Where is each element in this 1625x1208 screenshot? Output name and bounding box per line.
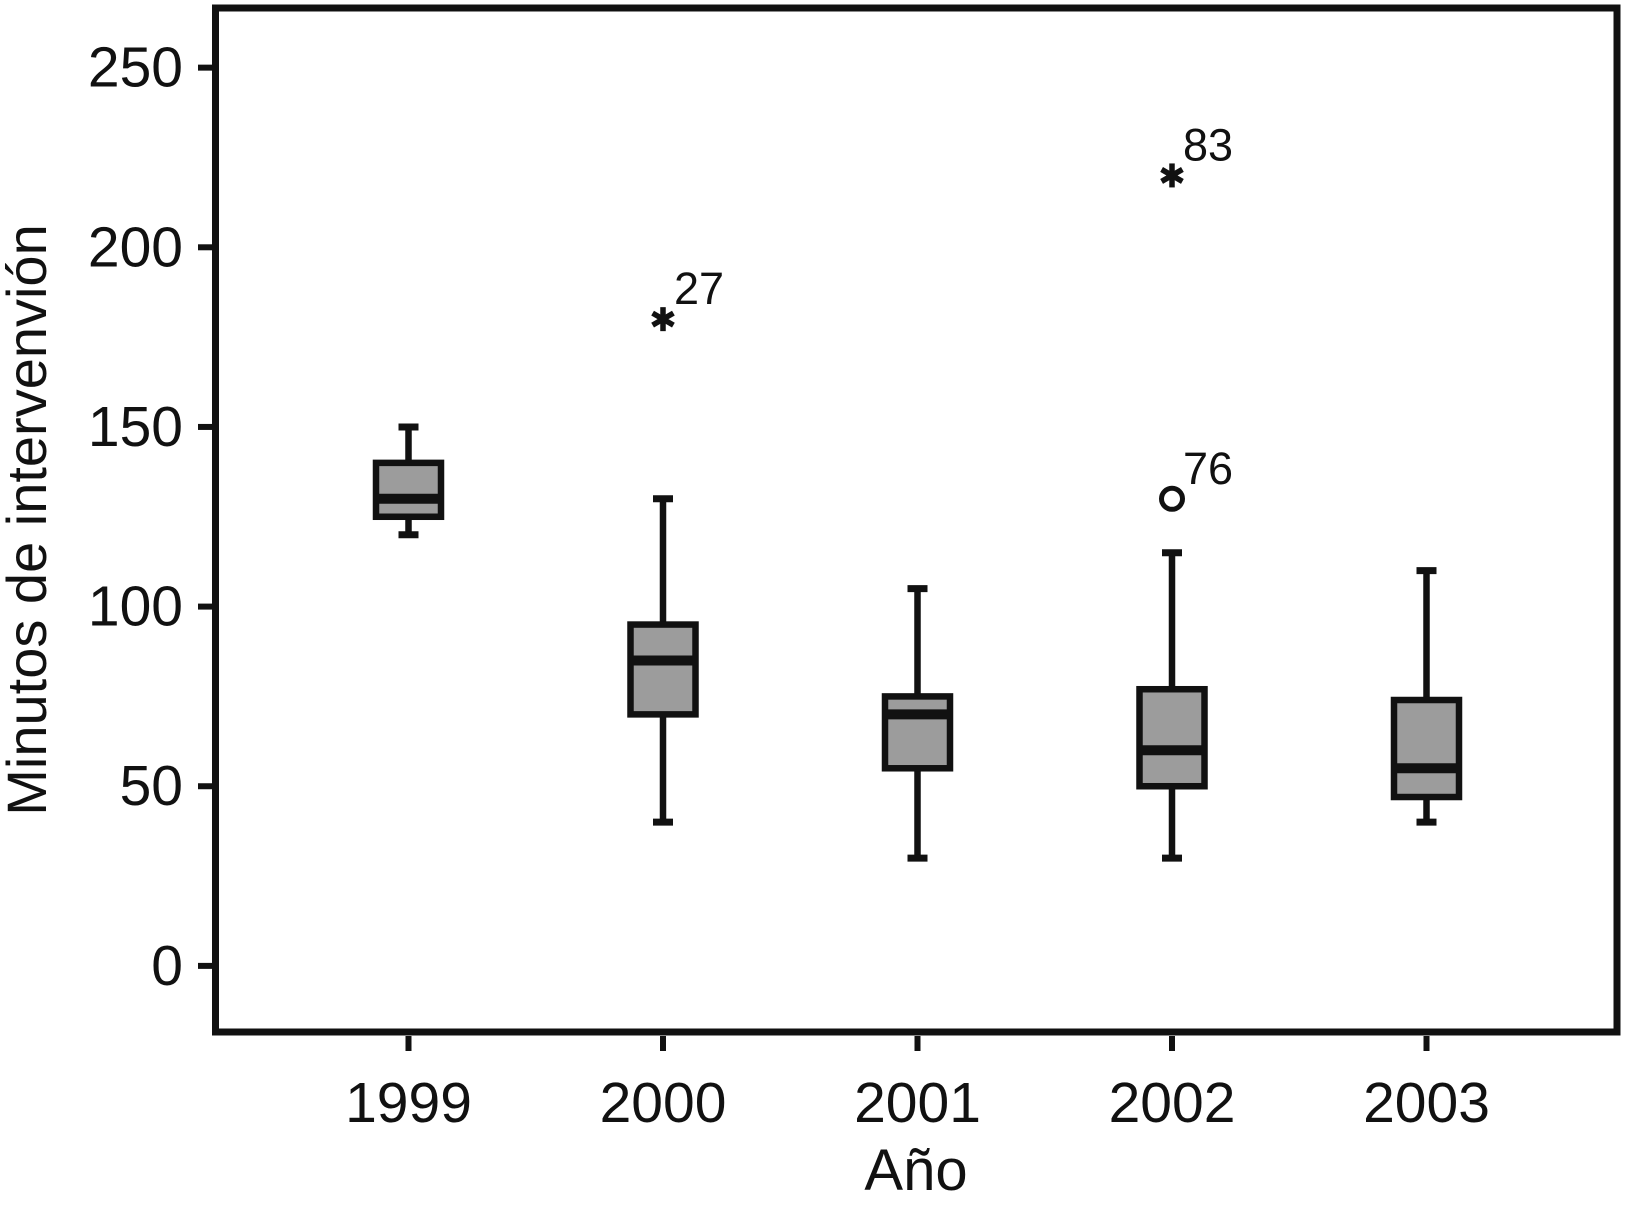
x-axis-title: Año: [864, 1138, 967, 1203]
x-tick-label-2000: 2000: [600, 1071, 727, 1135]
iqr-box: [1136, 685, 1208, 790]
outlier-asterisk-icon: [1160, 163, 1184, 188]
boxplot-2001: [881, 585, 954, 862]
y-tick-label: 250: [88, 36, 183, 100]
plot-area: 0 50 100 150 200 250 1999 2000 2001 2002 2003 27 76 8…: [88, 36, 1490, 1135]
y-tick-label: 100: [88, 575, 183, 639]
x-tick-label-1999: 1999: [345, 1071, 472, 1135]
boxplot-2002: 76 83: [1136, 119, 1233, 862]
iqr-box: [881, 693, 954, 772]
y-tick-label: 200: [88, 215, 183, 279]
outlier-case-label: 76: [1183, 443, 1233, 494]
outlier-circle-icon: [1159, 485, 1185, 512]
outlier-case-label: 27: [674, 263, 724, 314]
x-tick-label-2003: 2003: [1363, 1071, 1490, 1135]
asterisk-arm: [651, 310, 675, 328]
iqr-box: [627, 621, 699, 718]
y-axis-title: Minutos de intervenvión: [0, 224, 58, 815]
y-tick-label: 150: [88, 395, 183, 459]
plot-frame: [212, 4, 1621, 1036]
asterisk-arm: [1160, 167, 1184, 184]
boxplot-2003: [1390, 567, 1463, 826]
y-tick-label: 0: [151, 934, 183, 998]
y-tick-label: 50: [120, 754, 183, 818]
iqr-box: [372, 459, 445, 521]
x-tick-label-2002: 2002: [1109, 1071, 1236, 1135]
outlier-case-label: 83: [1183, 119, 1233, 170]
boxplot-2000: 27: [627, 263, 724, 826]
iqr-box: [1390, 696, 1463, 801]
x-tick-label-2001: 2001: [854, 1071, 981, 1135]
outlier-asterisk-icon: [651, 307, 675, 332]
boxplot-1999: [372, 423, 445, 539]
